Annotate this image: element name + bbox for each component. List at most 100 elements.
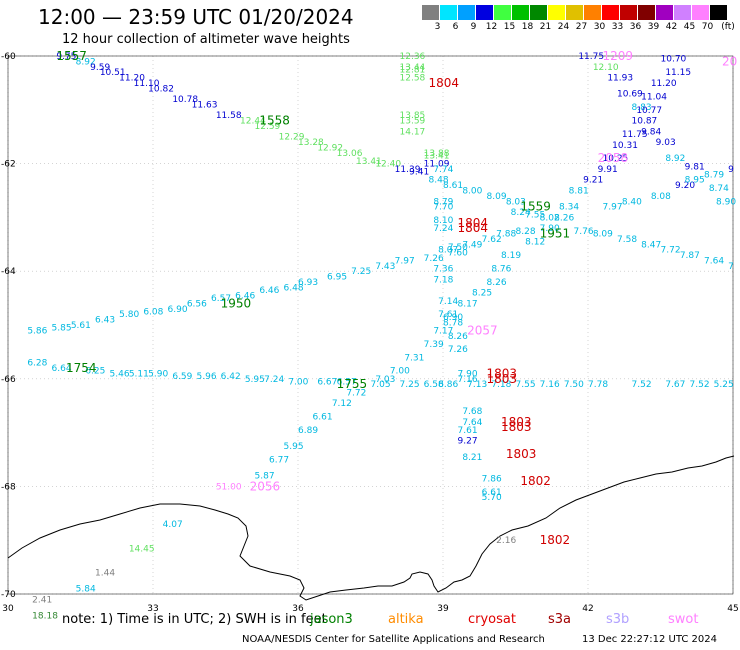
wave-height-value: 10.51 (100, 68, 126, 78)
wave-height-value: 7.64 (462, 418, 482, 428)
pass-time-label: 1803 (501, 420, 532, 434)
wave-height-value: 11.10 (134, 79, 160, 89)
wave-height-value: 7.74 (433, 165, 453, 175)
wave-height-value: 7.52 (690, 380, 710, 390)
wave-height-value: 9.41 (409, 168, 429, 178)
wave-height-value: 6.93 (298, 278, 318, 288)
color-swatch (674, 5, 691, 20)
wave-height-value: 12.40 (375, 160, 401, 170)
wave-height-value: 9.81 (685, 162, 705, 172)
legend-s3a: s3a (548, 612, 572, 627)
color-scale-tick: 3 (434, 22, 441, 32)
wave-height-value: 8.90 (716, 197, 736, 207)
wave-height-value: 5.85 (52, 324, 72, 334)
lat-tick-label: -62 (1, 160, 16, 170)
pass-time-label: 1558 (259, 114, 290, 128)
wave-height-value: 8.83 (632, 103, 652, 113)
wave-height-value: 10.82 (148, 84, 174, 94)
wave-height-value: 11.75 (578, 52, 604, 62)
wave-height-value: 8.79 (433, 197, 453, 207)
lon-tick-label: 39 (437, 604, 449, 614)
wave-height-value: 10.87 (632, 117, 658, 127)
wave-height-value: 6.25 (85, 367, 105, 377)
lat-tick-label: -60 (1, 52, 16, 62)
wave-height-value: 8.09 (593, 230, 613, 240)
wave-height-value: 8.34 (559, 203, 579, 213)
wave-height-value: 11.09 (424, 160, 450, 170)
wave-height-value: 6.56 (187, 299, 207, 309)
wave-height-value: 11.20 (651, 79, 677, 89)
wave-height-value: 9.59 (90, 63, 110, 73)
wave-height-value: 8.47 (641, 240, 661, 250)
wave-height-value: 14.45 (129, 544, 155, 554)
wave-height-value: 7.55 (516, 380, 536, 390)
color-swatch (638, 5, 655, 20)
wave-height-value: 5.87 (255, 472, 275, 482)
wave-height-value: 9.27 (458, 437, 478, 447)
wave-height-value: 7.87 (680, 251, 700, 261)
color-swatch (656, 5, 673, 20)
wave-height-value: 7.26 (424, 254, 444, 264)
wave-height-value: 7.14 (438, 297, 458, 307)
wave-height-value: 7.16 (540, 380, 560, 390)
wave-height-value: 7.61 (438, 310, 458, 320)
wave-height-value: 7.76 (574, 227, 594, 237)
wave-height-value: 10.31 (612, 141, 638, 151)
wave-height-value: 13.59 (400, 117, 426, 127)
wave-height-value: 8.26 (448, 332, 468, 342)
wave-height-value: 6.57 (337, 377, 357, 387)
wave-height-value: 13.85 (400, 111, 426, 121)
pass-time-label: 1755 (337, 377, 368, 391)
color-scale-tick: 21 (539, 22, 552, 32)
wave-height-value: 11.58 (216, 111, 242, 121)
wave-height-value: 7.36 (433, 265, 453, 275)
wave-height-value: 7.18 (491, 380, 511, 390)
wave-height-value: 7.62 (482, 235, 502, 245)
wave-height-value: 7.50 (564, 380, 584, 390)
wave-height-value: 7 (728, 262, 734, 272)
pass-time-label: 1557 (56, 49, 87, 63)
wave-height-value: 7.26 (448, 345, 468, 355)
wave-height-value: 7.25 (400, 380, 420, 390)
wave-height-value: 9.20 (675, 181, 695, 191)
axis-tick-labels: 30 33 36 39 42 45 -60 -62 -64 -66 -68 -70 (1, 52, 739, 614)
wave-height-value: 8.12 (525, 238, 545, 248)
wave-height-value: 8.24 (511, 208, 531, 218)
wave-height-value: 7.78 (588, 380, 608, 390)
wave-height-value: 6.90 (168, 305, 188, 315)
lon-tick-label: 45 (727, 604, 738, 614)
wave-height-value: 6.61 (482, 488, 502, 498)
wave-height-value: 7.67 (665, 380, 685, 390)
page-title: 12:00 — 23:59 UTC 01/20/2024 (38, 5, 354, 29)
color-scale-tick: 33 (611, 22, 624, 32)
wave-height-value: 8.48 (429, 176, 449, 186)
wave-height-value: 7.61 (458, 426, 478, 436)
wave-height-value: 7.12 (332, 399, 352, 409)
wave-height-value: 10.77 (636, 106, 662, 116)
wave-height-value: 7.18 (433, 275, 453, 285)
wave-height-value: 9 (728, 165, 734, 175)
wave-height-value: 11.63 (192, 100, 218, 110)
pass-time-label: 1802 (540, 533, 571, 547)
wave-height-value: 6.61 (313, 412, 333, 422)
pass-time-label: 2057 (467, 323, 498, 337)
page-subtitle: 12 hour collection of altimeter wave hei… (62, 32, 350, 47)
color-scale-tick: 39 (647, 22, 660, 32)
wave-height-value: 7.16 (458, 375, 478, 385)
wave-height-value: 5.70 (482, 493, 502, 503)
color-swatch (566, 5, 583, 20)
wave-height-value: 6.77 (269, 456, 289, 466)
legend-cryosat: cryosat (468, 612, 516, 627)
wave-height-value: 7.55 (525, 211, 545, 221)
color-swatch (422, 5, 439, 20)
lat-tick-label: -70 (1, 590, 16, 600)
wave-height-value: 7.39 (424, 340, 444, 350)
wave-height-value: 6.95 (327, 273, 347, 283)
wave-height-value: 5.61 (71, 321, 91, 331)
wave-height-value: 7.52 (632, 380, 652, 390)
wave-height-value: 8.09 (487, 192, 507, 202)
wave-height-value: 6.46 (235, 291, 255, 301)
pass-time-label: 1804 (429, 76, 460, 90)
pass-time-label: 2058 (598, 151, 629, 165)
